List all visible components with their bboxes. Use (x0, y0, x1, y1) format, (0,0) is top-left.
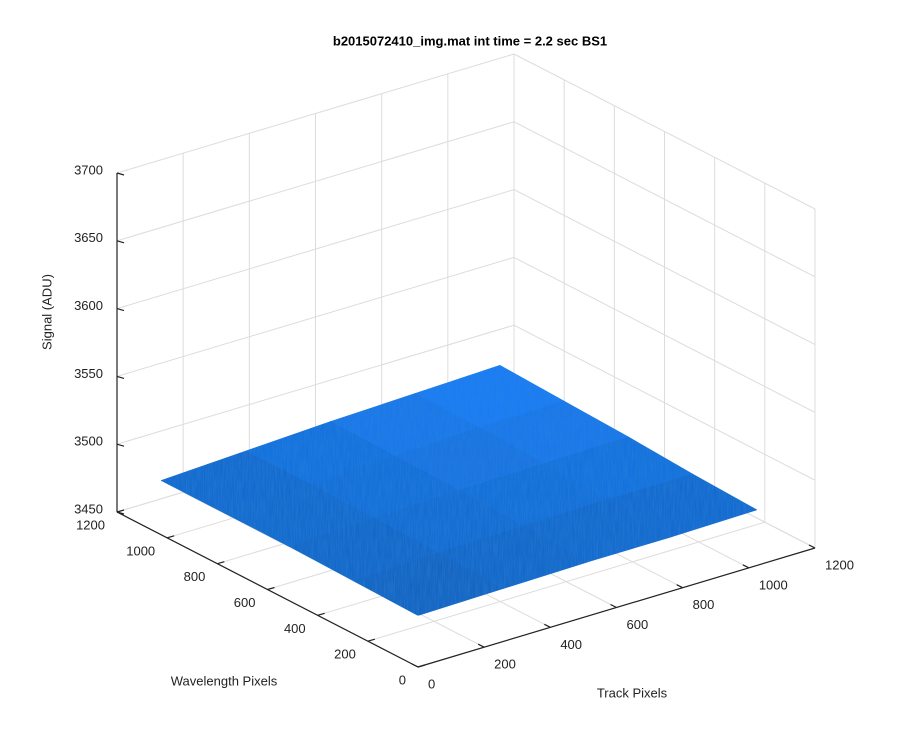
x-tick-label: 200 (494, 657, 516, 672)
grid-line (116, 256, 515, 377)
y-tick (267, 586, 275, 591)
x-tick (676, 584, 683, 589)
y-tick-label: 800 (184, 569, 206, 584)
grid-line (513, 53, 816, 210)
grid-line (367, 521, 765, 642)
z-axis-label: Signal (ADU) (39, 274, 54, 350)
grid-line (513, 324, 816, 481)
y-tick (317, 612, 325, 616)
x-tick-label: 0 (428, 676, 435, 691)
x-tick-label: 800 (693, 597, 715, 612)
z-tick (116, 172, 125, 176)
x-tick (610, 603, 617, 609)
y-tick (417, 664, 426, 668)
y-tick-label: 1000 (126, 543, 155, 558)
z-tick-label: 3550 (74, 366, 103, 381)
z-tick (116, 443, 125, 447)
z-tick (116, 511, 125, 515)
x-axis-label: Track Pixels (597, 685, 668, 700)
x-tick-label: 1000 (759, 577, 788, 592)
x-tick (411, 663, 419, 668)
z-tick (116, 375, 125, 379)
y-tick (367, 638, 375, 642)
y-tick (116, 509, 125, 513)
z-tick-label: 3600 (74, 298, 103, 313)
x-tick-label: 400 (560, 637, 582, 652)
y-tick-label: 600 (234, 595, 256, 610)
grid-line (513, 256, 816, 413)
y-tick-label: 0 (399, 672, 406, 687)
x-tick-label: 1200 (825, 557, 854, 572)
z-tick-label: 3450 (74, 501, 103, 516)
y-tick-label: 1200 (76, 517, 105, 532)
z-tick-label: 3500 (74, 434, 103, 449)
x-tick (477, 643, 485, 648)
z-tick-label: 3700 (74, 162, 103, 177)
grid-line (116, 53, 515, 174)
grid-line (513, 189, 816, 346)
y-tick-label: 400 (284, 621, 306, 636)
surface (160, 365, 758, 616)
y-tick (217, 561, 225, 565)
x-tick (544, 623, 551, 628)
z-tick (116, 240, 125, 244)
grid-line (513, 121, 816, 278)
z-tick (116, 308, 125, 312)
x-tick (808, 544, 816, 549)
grid-line (116, 324, 515, 445)
z-tick-label: 3650 (74, 230, 103, 245)
y-tick (167, 535, 175, 539)
y-axis-label: Wavelength Pixels (171, 673, 278, 688)
x-tick (742, 564, 750, 569)
grid-line (116, 189, 515, 310)
grid-line (116, 121, 515, 242)
surface-patch (353, 552, 504, 616)
x-tick-label: 600 (627, 617, 649, 632)
axes: 0 200 400 600 800 1000 1200 0 200 400 600 800 1000 12… (74, 162, 854, 691)
y-tick-label: 200 (334, 647, 356, 662)
chart-title: b2015072410_img.mat int time = 2.2 sec B… (333, 33, 607, 48)
